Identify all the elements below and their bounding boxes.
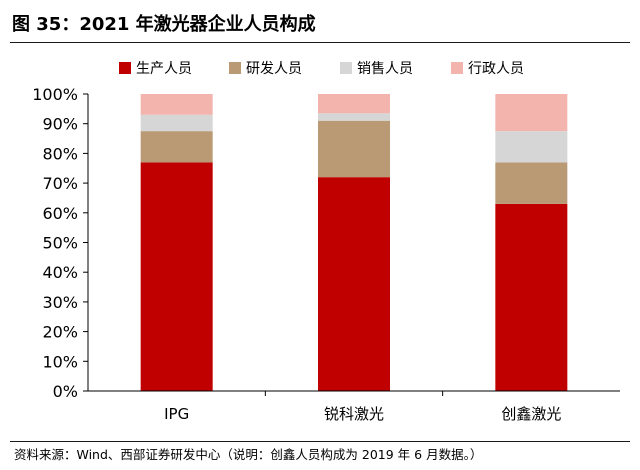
legend-label-2: 研发人员 <box>246 61 302 77</box>
bar-segment-1-2 <box>140 131 213 163</box>
y-tick-label: 30% <box>42 293 78 312</box>
y-tick-label: 0% <box>53 382 78 401</box>
legend-swatch-2 <box>229 62 241 74</box>
x-tick-label-1: IPG <box>164 405 189 423</box>
y-tick-label: 100% <box>32 85 78 104</box>
legend-swatch-4 <box>451 62 463 74</box>
bar-segment-1-4 <box>140 94 213 115</box>
legend-swatch-1 <box>119 62 131 74</box>
legend-label-3: 销售人员 <box>357 61 413 77</box>
stacked-bar-chart: 生产人员 研发人员 销售人员 行政人员 0% 10% 20% 30% 40% 50% 60% 70%… <box>32 61 620 423</box>
bar-segment-3-1 <box>495 203 568 391</box>
bar-segment-2-1 <box>318 177 390 391</box>
bar-segment-3-3 <box>495 131 568 163</box>
x-tick-label-2: 锐科激光 <box>324 405 384 423</box>
legend-label-4: 行政人员 <box>468 61 524 77</box>
y-tick-label: 40% <box>42 263 78 282</box>
y-tick-label: 60% <box>42 204 78 223</box>
y-tick-label: 70% <box>42 174 78 193</box>
legend-label-1: 生产人员 <box>136 61 192 77</box>
y-tick-label: 80% <box>42 144 78 163</box>
bar-segment-3-4 <box>495 94 568 132</box>
y-tick-label: 20% <box>42 323 78 342</box>
bar-segment-3-2 <box>495 162 568 204</box>
x-tick-label-3: 创鑫激光 <box>501 405 561 423</box>
bar-segment-2-3 <box>318 113 390 121</box>
chart-legend: 生产人员 研发人员 销售人员 行政人员 <box>119 61 524 77</box>
figure-title: 图 35：2021 年激光器企业人员构成 <box>12 14 316 35</box>
x-axis: IPG 锐科激光 创鑫激光 <box>88 390 620 423</box>
bar-segment-2-4 <box>318 94 390 114</box>
source-rule <box>10 441 630 442</box>
y-axis: 0% 10% 20% 30% 40% 50% 60% 70% 80% 90% 100% <box>32 85 89 401</box>
bar-segment-1-3 <box>140 114 213 132</box>
bar-segment-1-1 <box>140 162 213 391</box>
bars <box>140 94 568 391</box>
source-note: 资料来源：Wind、西部证券研发中心（说明：创鑫人员构成为 2019 年 6 月… <box>14 447 483 462</box>
legend-swatch-3 <box>340 62 352 74</box>
y-tick-label: 10% <box>42 352 78 371</box>
bar-segment-2-2 <box>318 120 390 178</box>
y-tick-label: 90% <box>42 115 78 134</box>
y-tick-label: 50% <box>42 234 78 253</box>
title-rule <box>10 42 630 43</box>
